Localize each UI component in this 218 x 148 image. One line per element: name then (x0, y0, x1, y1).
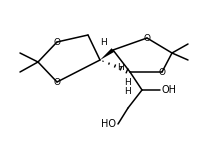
Text: HO: HO (101, 119, 116, 129)
Text: H: H (117, 62, 123, 71)
Text: OH: OH (162, 85, 177, 95)
Text: H: H (100, 37, 106, 46)
Text: H: H (124, 78, 131, 86)
Text: O: O (158, 67, 165, 77)
Text: O: O (53, 78, 61, 86)
Polygon shape (100, 48, 114, 60)
Text: O: O (53, 37, 61, 46)
Text: O: O (143, 33, 150, 42)
Text: H: H (124, 87, 131, 96)
